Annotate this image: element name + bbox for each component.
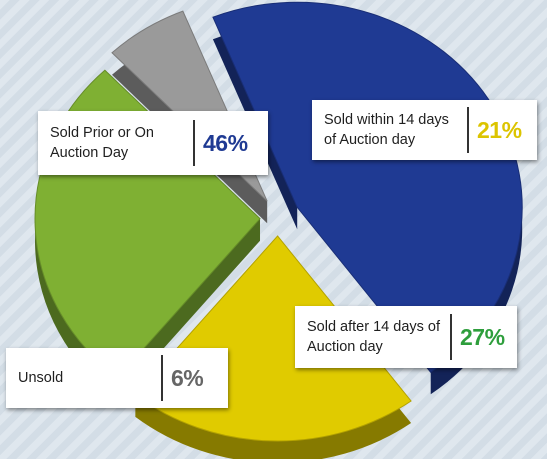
slice-label: Sold after 14 days of Auction day [307,319,440,355]
callout-sold-after-14: Sold after 14 days of Auction day 27% [295,306,517,368]
slice-value-label: 6% [171,364,204,391]
callout-divider [450,314,452,360]
slice-value-label: 46% [203,129,248,156]
callout-divider [193,120,195,166]
slice-label: Sold Prior or On Auction Day [50,125,154,161]
slice-label: Sold within 14 days of Auction day [324,112,449,148]
callout-divider [467,107,469,153]
callout-sold-within-14: Sold within 14 days of Auction day 21% [312,100,537,160]
slice-value-label: 27% [460,323,505,350]
slice-label: Unsold [18,370,64,386]
callout-sold-prior: Sold Prior or On Auction Day 46% [38,111,268,175]
slice-value-label: 21% [477,116,522,143]
callout-divider [161,355,163,401]
callout-unsold: Unsold 6% [6,348,228,408]
